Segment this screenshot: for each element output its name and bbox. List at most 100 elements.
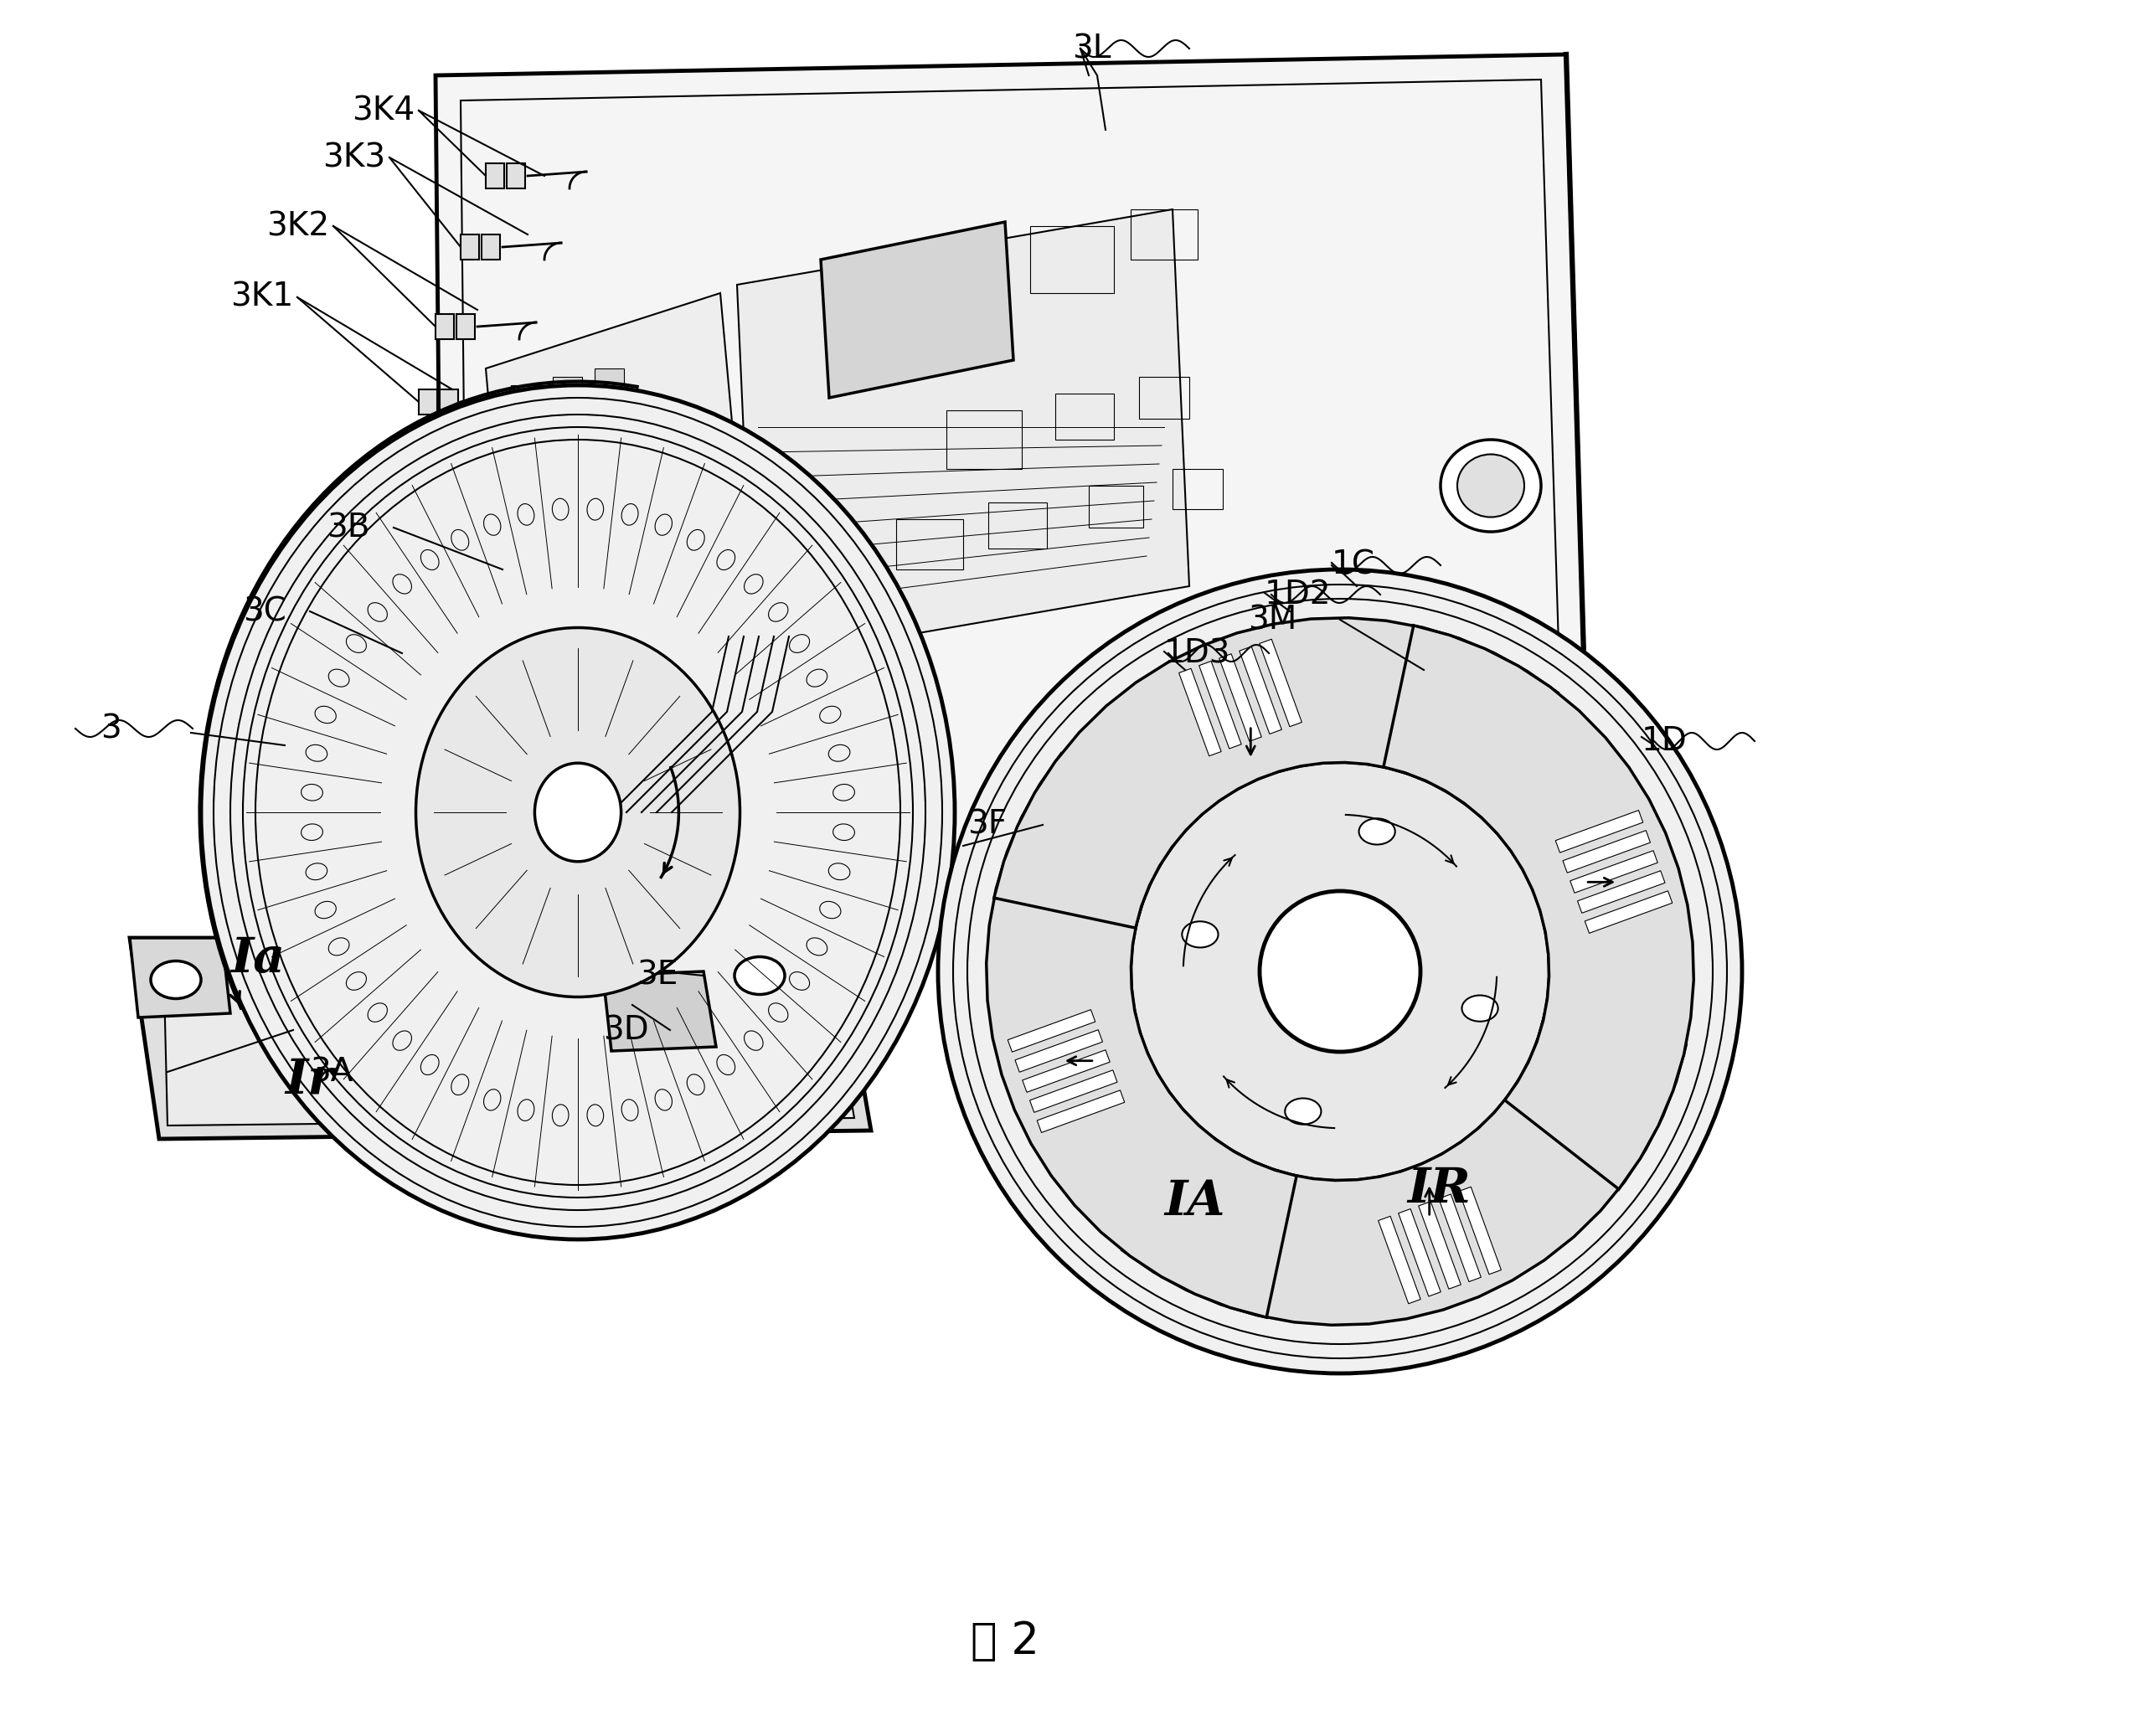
Bar [461, 234, 478, 260]
Text: Ia: Ia [230, 936, 284, 983]
Bar [510, 523, 540, 547]
Ellipse shape [1182, 922, 1219, 948]
Polygon shape [1037, 1090, 1125, 1132]
Bar [1131, 210, 1197, 260]
Text: 3K4: 3K4 [352, 95, 414, 127]
Bar [510, 569, 540, 594]
Ellipse shape [683, 585, 696, 594]
Text: 3E: 3E [636, 960, 679, 991]
Bar [510, 431, 540, 455]
Polygon shape [1419, 1201, 1462, 1290]
Bar [988, 502, 1048, 549]
Bar [553, 424, 583, 446]
Ellipse shape [1458, 455, 1524, 517]
Polygon shape [1199, 661, 1242, 748]
Text: 3A: 3A [309, 1055, 352, 1088]
Polygon shape [487, 293, 745, 653]
Polygon shape [1031, 1069, 1118, 1113]
Ellipse shape [1359, 818, 1396, 845]
Polygon shape [822, 222, 1014, 398]
Polygon shape [986, 753, 1297, 1318]
Text: 3K1: 3K1 [230, 281, 292, 312]
Polygon shape [164, 951, 854, 1125]
Polygon shape [1007, 1010, 1095, 1052]
Bar [945, 410, 1022, 469]
Bar [510, 477, 540, 500]
Ellipse shape [700, 575, 711, 585]
Polygon shape [736, 210, 1189, 661]
Circle shape [1259, 891, 1421, 1052]
Ellipse shape [536, 764, 621, 861]
Bar [595, 552, 623, 576]
Bar [896, 519, 962, 569]
Polygon shape [1022, 1050, 1110, 1092]
Text: 3: 3 [100, 713, 122, 745]
Ellipse shape [734, 957, 785, 995]
Bar [1056, 394, 1114, 439]
Bar [553, 516, 583, 538]
Bar [510, 385, 540, 408]
Circle shape [939, 569, 1741, 1373]
Bar [510, 616, 540, 639]
Text: 3L: 3L [1071, 33, 1112, 64]
Polygon shape [1122, 1016, 1686, 1325]
Text: 1D2: 1D2 [1265, 578, 1332, 611]
Polygon shape [713, 934, 817, 1014]
Ellipse shape [653, 604, 666, 615]
Ellipse shape [745, 545, 758, 554]
Polygon shape [1379, 1217, 1421, 1304]
Polygon shape [130, 937, 871, 1139]
Text: 3K3: 3K3 [322, 142, 386, 174]
Bar [553, 608, 583, 630]
Polygon shape [1398, 1208, 1440, 1297]
Ellipse shape [668, 594, 681, 604]
Polygon shape [1577, 871, 1665, 913]
Bar [506, 163, 525, 189]
Polygon shape [1240, 646, 1283, 734]
Polygon shape [1460, 1187, 1500, 1274]
Ellipse shape [1440, 439, 1541, 531]
Bar [553, 469, 583, 493]
Polygon shape [1219, 654, 1261, 741]
Ellipse shape [416, 628, 740, 996]
Text: IA: IA [1165, 1179, 1225, 1226]
Text: 3K2: 3K2 [267, 210, 329, 241]
Polygon shape [1016, 1029, 1103, 1073]
Ellipse shape [152, 962, 201, 998]
Polygon shape [1383, 625, 1694, 1189]
Bar [595, 368, 623, 392]
Text: Ir: Ir [284, 1057, 333, 1104]
Bar [595, 460, 623, 484]
Circle shape [1131, 762, 1549, 1180]
Text: 1C: 1C [1332, 549, 1374, 582]
Polygon shape [1586, 891, 1673, 934]
Bar [553, 377, 583, 401]
Polygon shape [1259, 639, 1302, 727]
Text: 3F: 3F [967, 809, 1007, 840]
Bar [418, 389, 437, 415]
Text: 1D: 1D [1641, 726, 1688, 757]
Ellipse shape [1462, 995, 1498, 1021]
Bar [482, 234, 499, 260]
Text: 3D: 3D [604, 1014, 649, 1047]
Bar [1088, 486, 1144, 528]
Text: 1D3: 1D3 [1165, 637, 1231, 668]
Bar [595, 599, 623, 621]
Bar [440, 389, 459, 415]
Bar [487, 163, 504, 189]
Polygon shape [130, 937, 230, 1017]
Polygon shape [994, 618, 1558, 929]
Bar [1172, 469, 1223, 509]
Ellipse shape [201, 385, 954, 1240]
Bar [1031, 226, 1114, 293]
Polygon shape [435, 54, 1592, 937]
Bar [457, 314, 476, 339]
Bar [553, 561, 583, 585]
Text: 图 2: 图 2 [971, 1620, 1039, 1663]
Polygon shape [1562, 830, 1650, 873]
Polygon shape [604, 972, 717, 1050]
Bar [595, 415, 623, 437]
Polygon shape [1438, 1194, 1481, 1281]
Ellipse shape [638, 615, 651, 625]
Polygon shape [1178, 668, 1221, 755]
